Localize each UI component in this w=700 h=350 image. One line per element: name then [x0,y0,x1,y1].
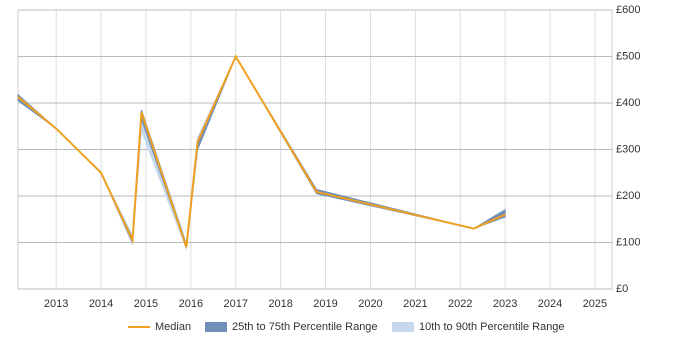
x-tick-label: 2020 [358,298,382,310]
legend-label: 10th to 90th Percentile Range [419,321,565,333]
x-tick-label: 2019 [313,298,337,310]
y-tick-label: £600 [616,4,640,16]
legend-swatch [205,322,227,332]
y-tick-label: £400 [616,97,640,109]
y-tick-label: £200 [616,190,640,202]
x-tick-label: 2016 [179,298,203,310]
x-tick-label: 2025 [583,298,607,310]
x-tick-label: 2015 [134,298,158,310]
x-tick-label: 2014 [89,298,113,310]
legend-label: Median [155,321,191,333]
y-tick-label: £500 [616,50,640,62]
y-tick-label: £100 [616,236,640,248]
x-tick-label: 2013 [44,298,68,310]
x-tick-label: 2024 [538,298,562,310]
x-tick-label: 2018 [268,298,292,310]
legend-label: 25th to 75th Percentile Range [232,321,378,333]
x-tick-label: 2017 [224,298,248,310]
x-tick-label: 2021 [403,298,427,310]
legend-swatch [392,322,414,332]
x-tick-label: 2023 [493,298,517,310]
y-tick-label: £0 [616,283,628,295]
x-tick-label: 2022 [448,298,472,310]
y-tick-label: £300 [616,143,640,155]
median-line [17,54,506,248]
